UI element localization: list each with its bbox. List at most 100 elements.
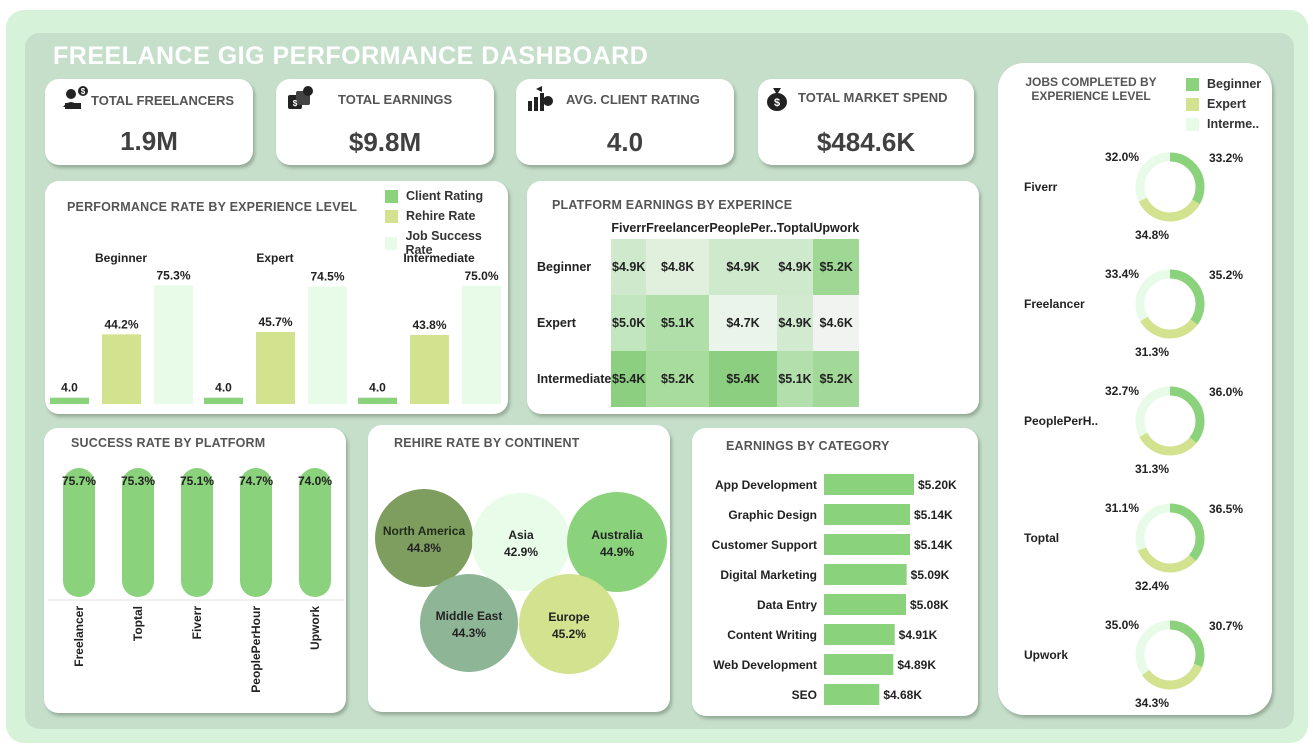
section-title: REHIRE RATE BY CONTINENT — [394, 436, 580, 450]
heatmap-cell[interactable]: $4.9K — [776, 295, 814, 351]
continent-bubble[interactable] — [472, 493, 570, 591]
success-bar[interactable] — [240, 468, 272, 597]
heatmap-column-header: Upwork — [813, 221, 860, 235]
performance-bar[interactable] — [358, 397, 397, 404]
earnings-category-bar-chart: App Development $5.20K Graphic Design $5.14… — [712, 474, 957, 705]
continent-bubble[interactable] — [567, 492, 667, 592]
legend-label: Client Rating — [406, 189, 484, 203]
category-bar[interactable] — [824, 504, 910, 525]
category-bar[interactable] — [824, 474, 914, 495]
legend-label: Beginner — [1207, 77, 1262, 91]
kpi-card-avg-client-rating[interactable]: AVG. CLIENT RATING 4.0 — [516, 79, 734, 165]
legend-beginner[interactable]: Beginner — [1186, 77, 1261, 91]
performance-bar[interactable] — [256, 332, 295, 404]
legend-job-success-rate[interactable]: Job Success Rate — [385, 229, 508, 257]
heatmap-cell[interactable]: $4.6K — [813, 295, 860, 351]
group-label: Expert — [256, 251, 293, 265]
donut-label-beginner: 33.2% — [1209, 151, 1243, 165]
kpi-card-total-freelancers[interactable]: $ TOTAL FREELANCERS 1.9M — [45, 79, 253, 165]
category-bar[interactable] — [824, 624, 895, 645]
heatmap-cell[interactable]: $4.9K — [776, 239, 814, 295]
performance-bar[interactable] — [308, 286, 347, 404]
heatmap-cell[interactable]: $4.9K — [709, 239, 777, 295]
heatmap-cell[interactable]: $5.2K — [813, 239, 860, 295]
bar-value-label: 4.0 — [369, 381, 386, 395]
platform-label: PeoplePerH.. — [1024, 414, 1098, 428]
heatmap-corner — [529, 217, 611, 239]
svg-text:$: $ — [774, 97, 780, 109]
section-title: EARNINGS BY CATEGORY — [726, 439, 890, 453]
success-bar[interactable] — [181, 468, 213, 597]
category-value-label: $5.08K — [910, 598, 949, 612]
heatmap-row-header: Intermediate — [537, 372, 612, 386]
continent-bubble[interactable] — [420, 574, 518, 672]
donut-label-expert: 31.3% — [1135, 345, 1169, 359]
bar-value-label: 75.0% — [464, 269, 498, 283]
heatmap-cell[interactable]: $5.1K — [646, 295, 710, 351]
performance-bar[interactable] — [50, 397, 89, 404]
bar-value-label: 74.5% — [310, 270, 344, 284]
donut-segment[interactable] — [1135, 269, 1205, 339]
platform-axis-label: PeoplePerHour — [249, 606, 263, 693]
heatmap-row-header: Beginner — [537, 260, 592, 274]
category-bar[interactable] — [824, 654, 894, 675]
donut-segment[interactable] — [1135, 386, 1205, 456]
performance-bar[interactable] — [154, 285, 193, 404]
heatmap-cell[interactable]: $5.0K — [611, 295, 647, 351]
category-bar[interactable] — [824, 594, 906, 615]
category-bar[interactable] — [824, 564, 907, 585]
donut-label-beginner: 36.5% — [1209, 502, 1243, 516]
success-bar[interactable] — [299, 468, 331, 597]
section-title: SUCCESS RATE BY PLATFORM — [71, 436, 266, 450]
success-bar[interactable] — [63, 468, 95, 597]
legend-client-rating[interactable]: Client Rating — [385, 189, 483, 203]
donut-label-intermediate: 35.0% — [1105, 618, 1139, 632]
heatmap-cell[interactable]: $5.2K — [813, 351, 860, 407]
donut-segment[interactable] — [1135, 269, 1205, 339]
heatmap-cell[interactable]: $5.2K — [646, 351, 710, 407]
kpi-card-total-earnings[interactable]: $ TOTAL EARNINGS $9.8M — [276, 79, 494, 165]
donut-segment[interactable] — [1135, 620, 1205, 690]
kpi-label: TOTAL MARKET SPEND — [798, 90, 948, 105]
bubble-name: North America — [383, 524, 466, 538]
performance-bar[interactable] — [462, 285, 501, 404]
performance-bar[interactable] — [204, 397, 243, 404]
donut-segment[interactable] — [1135, 503, 1205, 573]
continent-bubble[interactable] — [375, 489, 473, 587]
bar-value-label: 44.2% — [104, 317, 138, 331]
heatmap-cell[interactable]: $5.4K — [611, 351, 647, 407]
legend-rehire-rate[interactable]: Rehire Rate — [385, 209, 475, 223]
donut-segment[interactable] — [1135, 152, 1205, 222]
performance-bar[interactable] — [102, 334, 141, 404]
category-label: Content Writing — [727, 628, 817, 642]
kpi-label: TOTAL EARNINGS — [338, 92, 453, 107]
heatmap-cell[interactable]: $4.9K — [611, 239, 647, 295]
rehire-bubble-chart: North America 44.8% Asia 42.9% Australia 44.9… — [375, 489, 667, 674]
heatmap-cell[interactable]: $4.8K — [646, 239, 710, 295]
donut-label-expert: 34.8% — [1135, 228, 1169, 242]
heatmap-row-header: Expert — [537, 316, 576, 330]
donut-segment[interactable] — [1135, 152, 1205, 222]
bar-value-label: 75.7% — [62, 474, 96, 488]
donut-segment[interactable] — [1135, 503, 1205, 573]
performance-bar[interactable] — [410, 335, 449, 404]
platform-axis-label: Upwork — [308, 606, 322, 650]
success-rate-bar-chart: 75.7% Freelancer 75.3% Toptal 75.1% Fiverr 74.… — [48, 468, 344, 693]
heatmap-cell[interactable]: $4.7K — [709, 295, 777, 351]
legend-expert[interactable]: Expert — [1186, 97, 1246, 111]
continent-bubble[interactable] — [519, 574, 619, 674]
rehire-rate-card: REHIRE RATE BY CONTINENT North America 44… — [368, 425, 670, 712]
heatmap-cell[interactable]: $5.1K — [776, 351, 814, 407]
donut-segment[interactable] — [1135, 386, 1205, 456]
category-label: App Development — [715, 478, 817, 492]
donut-segment[interactable] — [1135, 620, 1205, 690]
category-bar[interactable] — [824, 684, 880, 705]
category-bar[interactable] — [824, 534, 910, 555]
heatmap-cell[interactable]: $5.4K — [709, 351, 777, 407]
success-bar[interactable] — [122, 468, 154, 597]
platform-label: Toptal — [1024, 531, 1059, 545]
bar-value-label: 4.0 — [61, 381, 78, 395]
legend-intermediate[interactable]: Interme.. — [1186, 117, 1259, 131]
kpi-card-total-market-spend[interactable]: $ TOTAL MARKET SPEND $484.6K — [758, 79, 974, 165]
kpi-value: 1.9M — [120, 126, 178, 156]
